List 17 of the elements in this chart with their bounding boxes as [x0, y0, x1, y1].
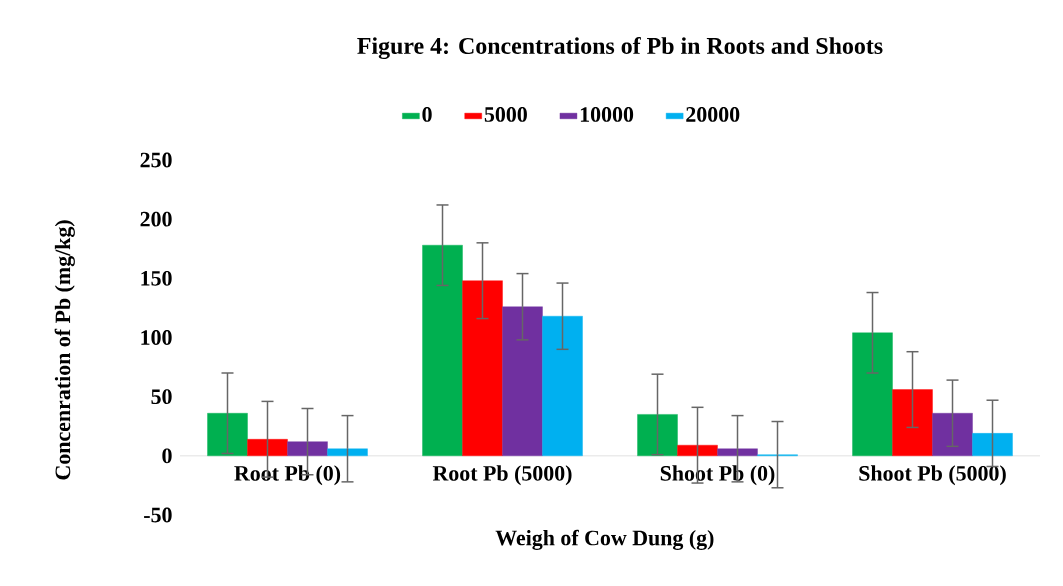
x-tick-label: Root Pb (5000) [432, 465, 572, 486]
legend-label: 20000 [686, 107, 740, 122]
legend-label: 10000 [580, 107, 634, 122]
y-tick-label: 250 [140, 152, 172, 168]
y-axis-title: Concenration of Pb (mg/kg) [54, 220, 75, 480]
y-tick-label: 200 [140, 211, 172, 227]
y-tick-label: -50 [144, 507, 172, 523]
x-axis-title: Weigh of Cow Dung (g) [495, 529, 714, 550]
legend-label: 0 [422, 107, 432, 122]
y-tick-label: 0 [162, 448, 172, 464]
y-tick-label: 150 [141, 270, 172, 286]
chart-title: Figure 4: Concentrations of Pb in Roots and Shoots [357, 36, 883, 60]
y-tick-label: 50 [151, 389, 172, 405]
x-tick-label: Shoot Pb (5000) [859, 465, 1006, 486]
legend-label: 5000 [484, 107, 527, 122]
x-tick-label: Root Pb (0) [234, 465, 341, 486]
y-tick-label: 100 [141, 330, 172, 345]
